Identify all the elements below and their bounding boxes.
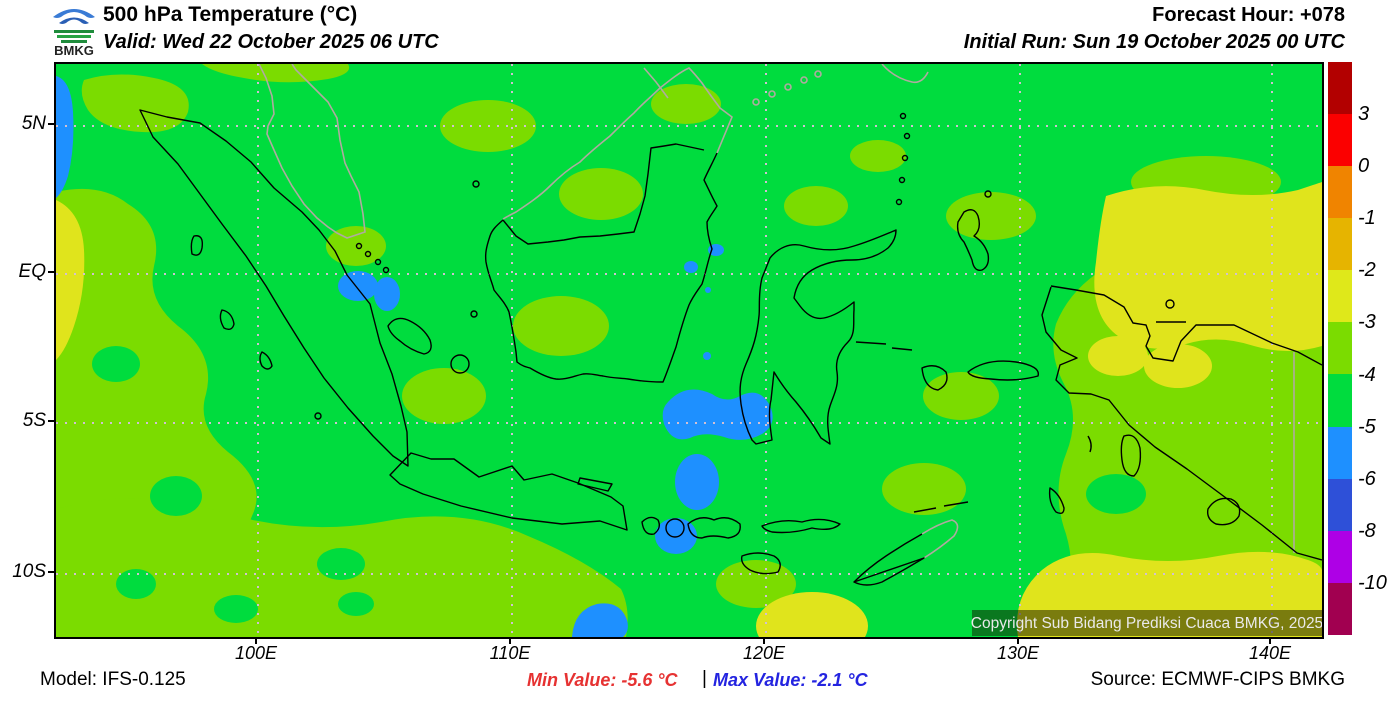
colorbar-segment	[1328, 530, 1352, 583]
indonesia-coastlines	[139, 109, 1322, 586]
lat-label: EQ	[18, 261, 46, 282]
colorbar-label: 0	[1358, 155, 1370, 178]
colorbar-label: -3	[1358, 311, 1376, 334]
lat-label: 10S	[12, 561, 46, 582]
temp-band-blue	[56, 76, 773, 637]
min-value-label: Min Value: -5.6 °C	[527, 670, 678, 690]
lon-tick	[509, 637, 511, 644]
logo-cloud-arc2-icon	[59, 17, 89, 24]
bmkg-logo: BMKG	[53, 9, 95, 57]
colorbar-segment	[1328, 426, 1352, 479]
colorbar-segment	[1328, 62, 1352, 115]
copyright-overlay: Copyright Sub Bidang Prediksi Cuaca BMKG…	[971, 610, 1322, 636]
lat-tick	[48, 123, 55, 125]
logo-wave1-icon	[54, 30, 94, 33]
colorbar-label: -5	[1358, 415, 1376, 438]
lon-tick	[763, 637, 765, 644]
minmax-divider: |	[702, 668, 707, 689]
colorbar-segment	[1328, 114, 1352, 167]
colorbar-segment	[1328, 374, 1352, 427]
lon-label: 140E	[1248, 643, 1292, 663]
logo-text: BMKG	[54, 43, 94, 57]
colorbar-label: -1	[1358, 207, 1376, 230]
temperature-colorbar	[1328, 62, 1352, 635]
lat-tick	[48, 571, 55, 573]
initial-run: Initial Run: Sun 19 October 2025 00 UTC	[963, 31, 1345, 53]
lon-label: 110E	[489, 643, 531, 663]
source-label: Source: ECMWF-CIPS BMKG	[1090, 669, 1345, 690]
logo-cloud-arc-icon	[53, 9, 95, 18]
temperature-map: Copyright Sub Bidang Prediksi Cuaca BMKG…	[56, 64, 1322, 637]
logo-wave2-icon	[57, 35, 91, 38]
colorbar-segment	[1328, 270, 1352, 323]
colorbar-segment	[1328, 218, 1352, 271]
colorbar-segment	[1328, 322, 1352, 375]
colorbar-label: -8	[1358, 519, 1376, 542]
lat-tick	[48, 420, 55, 422]
lon-tick	[1269, 637, 1271, 644]
page-title: 500 hPa Temperature (°C)	[103, 3, 358, 26]
logo-wave3-icon	[61, 40, 87, 43]
colorbar-label: -4	[1358, 363, 1376, 386]
colorbar-label: -2	[1358, 259, 1376, 282]
lat-label: 5S	[22, 410, 46, 431]
lon-tick	[255, 637, 257, 644]
model-label: Model: IFS-0.125	[40, 669, 186, 690]
colorbar-segment	[1328, 478, 1352, 531]
forecast-hour: Forecast Hour: +078	[1152, 4, 1345, 26]
colorbar-label: 3	[1358, 103, 1370, 126]
max-value-label: Max Value: -2.1 °C	[713, 670, 868, 690]
lon-label: 100E	[234, 643, 278, 663]
lon-tick	[1017, 637, 1019, 644]
colorbar-segment	[1328, 166, 1352, 219]
copyright-text: Copyright Sub Bidang Prediksi Cuaca BMKG…	[971, 615, 1322, 632]
valid-time: Valid: Wed 22 October 2025 06 UTC	[103, 31, 439, 53]
graticule	[56, 64, 1322, 637]
colorbar-segment	[1328, 582, 1352, 635]
colorbar-label: -10	[1358, 571, 1387, 594]
colorbar-label: -6	[1358, 467, 1376, 490]
lon-label: 120E	[742, 643, 786, 663]
lat-label: 5N	[21, 113, 46, 134]
lat-tick	[48, 271, 55, 273]
map-frame: Copyright Sub Bidang Prediksi Cuaca BMKG…	[54, 62, 1324, 639]
lon-label: 130E	[996, 643, 1040, 663]
foreign-coastlines	[258, 64, 1295, 559]
